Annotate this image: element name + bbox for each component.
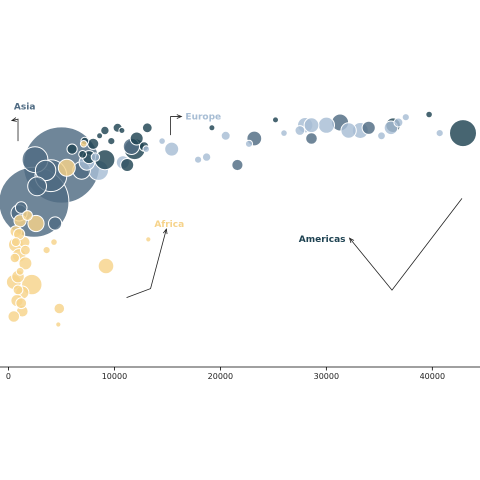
bubble-africa-28 [15, 266, 25, 276]
annotation-arrow-asia [11, 118, 19, 142]
bubble-europe-10 [294, 125, 306, 136]
bubble-africa-20 [9, 252, 20, 264]
bubble-europe-11 [220, 130, 231, 141]
bubble-asia-13 [305, 132, 318, 145]
annotation-label-asia: Asia [14, 103, 35, 113]
bubble-europe-22 [158, 137, 166, 145]
bubble-africa-26 [145, 236, 152, 243]
annotation-arrowhead-asia [10, 117, 17, 122]
x-axis-ticks: 0 10000 20000 30000 40000 [6, 367, 445, 381]
bubble-europe-18 [244, 139, 254, 148]
bubble-africa-22 [22, 210, 33, 221]
bubble-europe-20 [90, 152, 101, 162]
bubble-africa-29 [79, 140, 88, 148]
bubble-americas-9 [141, 122, 153, 134]
bubble-europe-12 [201, 152, 212, 162]
annotation-label-europe: Europe [185, 113, 221, 123]
bubble-africa-2 [57, 158, 76, 177]
bubble-europe-15 [377, 131, 386, 141]
annotation-label-americas: Americas [299, 235, 346, 245]
bubble-americas-8 [66, 143, 78, 155]
bubble-americas-7 [87, 137, 100, 150]
bubble-europe-0 [340, 122, 357, 139]
bubble-africa-1 [97, 257, 115, 275]
bubble-asia-4 [27, 176, 47, 197]
bubble-asia-3 [34, 159, 57, 182]
bubble-europe-14 [393, 117, 404, 128]
bubble-europe-1 [317, 116, 335, 134]
x-tick-label-4: 40000 [420, 372, 445, 381]
bubble-asia-12 [361, 120, 376, 135]
bubble-americas-17 [208, 124, 216, 132]
annotation-arrow-americas [349, 198, 463, 291]
bubble-europe-17 [280, 129, 288, 137]
bubble-europe-16 [435, 129, 444, 138]
bubble-africa-3 [27, 214, 45, 233]
bubble-africa-25 [50, 238, 58, 246]
bubble-asia-7 [14, 201, 28, 214]
bubble-europe-8 [164, 141, 180, 157]
bubble-americas-13 [78, 150, 87, 159]
annotation-arrowhead-africa [162, 228, 168, 235]
annotation-arrow-europe [170, 116, 182, 136]
x-tick-label-3: 30000 [314, 372, 339, 381]
bubble-africa-21 [12, 284, 24, 296]
bubble-europe-13 [194, 155, 203, 164]
bubble-europe-19 [401, 113, 410, 122]
bubble-africa-23 [10, 237, 21, 248]
bubble-africa-24 [42, 246, 51, 255]
bubble-americas-0 [449, 119, 477, 148]
bubble-americas-19 [118, 127, 126, 134]
bubble-americas-5 [120, 158, 135, 172]
x-tick-label-2: 20000 [208, 372, 233, 381]
bubble-americas-16 [425, 110, 433, 119]
bubble-asia-11 [231, 158, 244, 172]
bubble-africa-27 [55, 321, 62, 328]
bubble-asia-8 [48, 216, 63, 231]
bubble-africa-15 [15, 297, 28, 310]
bubble-americas-4 [129, 131, 144, 146]
bubble-africa-18 [53, 302, 66, 315]
bubble-europe-21 [142, 145, 150, 153]
bubble-americas-12 [100, 125, 110, 136]
bubble-layer [0, 110, 477, 328]
bubble-americas-18 [272, 116, 279, 124]
bubble-africa-16 [7, 310, 21, 323]
bubble-africa-8 [18, 256, 33, 271]
bubble-americas-20 [96, 132, 104, 140]
x-tick-label-0: 0 [6, 372, 11, 381]
annotation-arrowhead-americas [348, 237, 355, 244]
bubble-europe-3 [303, 117, 320, 134]
x-tick-label-1: 10000 [102, 372, 127, 381]
annotation-arrow-africa [126, 229, 167, 298]
bubble-americas-15 [107, 137, 116, 146]
x-axis: 0 10000 20000 30000 40000 [0, 366, 480, 381]
annotation-layer: Asia Europe Africa Americas [10, 103, 463, 298]
bubble-africa-19 [20, 244, 31, 256]
annotation-arrowhead-europe [176, 114, 183, 119]
annotation-label-africa: Africa [154, 220, 184, 230]
